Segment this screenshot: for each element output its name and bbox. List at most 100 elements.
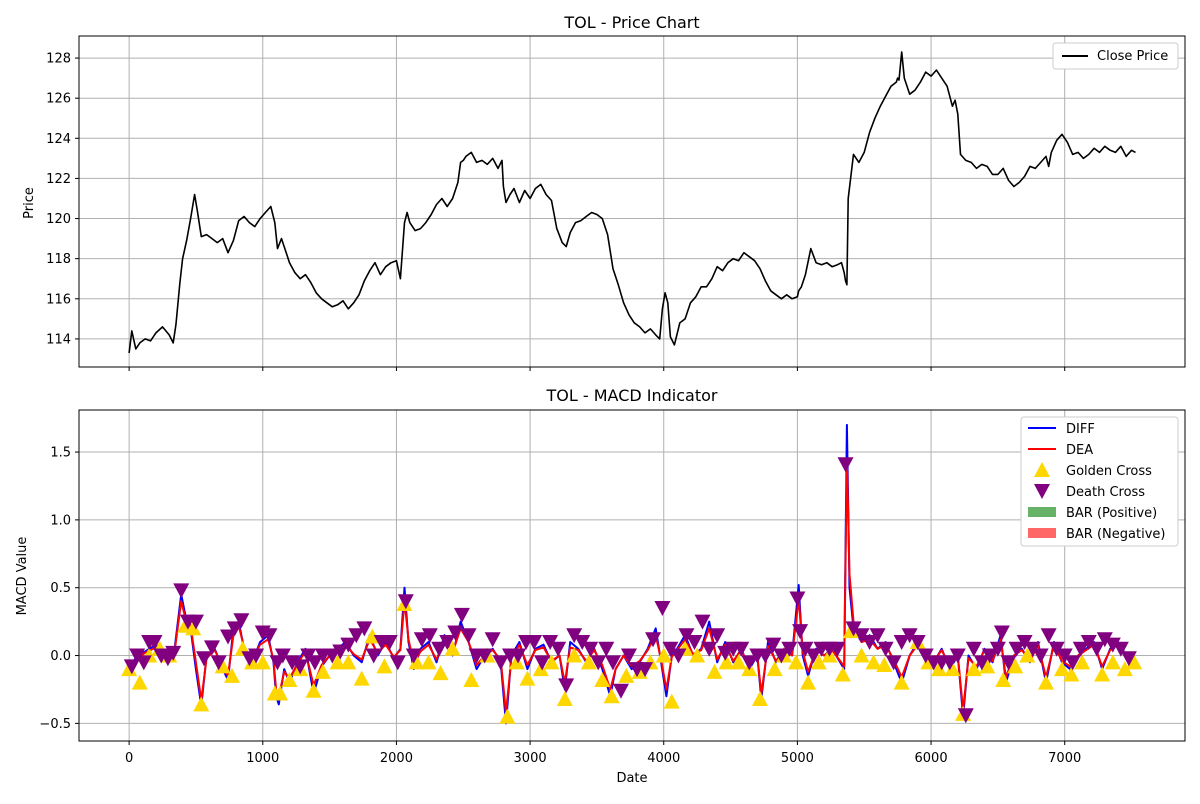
golden-cross-marker: [1104, 654, 1121, 670]
macd-yticks: −0.5 0.0 0.5 1.0 1.5: [39, 446, 79, 732]
death-cross-marker: [274, 648, 291, 664]
price-chart: 114 116 118 120 122 124 126 128 TOL - Price Cha…: [22, 13, 1186, 371]
price-ytick-label: 128: [46, 52, 71, 67]
death-cross-marker: [566, 628, 583, 644]
price-ytick-label: 118: [46, 252, 71, 267]
golden-cross-marker: [281, 671, 298, 687]
death-cross-marker: [203, 640, 220, 656]
death-cross-marker: [678, 628, 695, 644]
golden-cross-marker: [751, 690, 768, 706]
golden-cross-marker: [432, 665, 449, 681]
death-cross-marker: [484, 632, 501, 648]
price-ytick-label: 124: [46, 132, 71, 147]
golden-cross-marker: [193, 696, 210, 712]
death-cross-marker: [861, 634, 878, 650]
golden-cross-marker: [834, 666, 851, 682]
golden-cross-marker: [314, 663, 331, 679]
death-cross-marker: [993, 625, 1010, 641]
macd-x-axis-label: Date: [616, 771, 647, 786]
golden-cross-marker: [1063, 666, 1080, 682]
death-cross-marker: [356, 621, 373, 637]
death-cross-marker: [612, 683, 629, 699]
death-cross-marker: [845, 621, 862, 637]
golden-cross-marker: [730, 654, 747, 670]
death-cross-marker: [909, 634, 926, 650]
death-cross-marker: [957, 708, 974, 724]
legend-diff-label: DIFF: [1066, 422, 1095, 437]
death-cross-marker: [413, 632, 430, 648]
death-cross-marker: [893, 634, 910, 650]
death-cross-marker: [637, 662, 654, 678]
death-cross-marker: [701, 641, 718, 657]
death-cross-marker: [989, 641, 1006, 657]
legend-bar-negative-swatch: [1028, 528, 1056, 538]
golden-cross-marker: [1054, 661, 1071, 677]
golden-cross-marker: [353, 670, 370, 686]
price-plot-frame: [78, 35, 1186, 368]
price-ytick-label: 114: [46, 332, 71, 347]
golden-cross-marker: [689, 647, 706, 663]
macd-xtick-label: 7000: [1048, 751, 1081, 766]
death-cross-marker: [877, 641, 894, 657]
macd-ytick-label: −0.5: [39, 717, 71, 732]
death-cross-marker: [781, 641, 798, 657]
price-legend: Close Price: [1052, 42, 1179, 70]
golden-cross-marker: [594, 671, 611, 687]
death-cross-marker: [248, 648, 265, 664]
golden-cross-marker: [508, 654, 525, 670]
death-cross-marker: [534, 655, 551, 671]
death-cross-marker: [1104, 637, 1121, 653]
golden-cross-marker: [254, 654, 271, 670]
macd-legend-box: [1020, 416, 1179, 547]
death-cross-marker: [590, 655, 607, 671]
death-cross-marker: [829, 641, 846, 657]
macd-marker-layer: [121, 457, 1143, 724]
death-cross-marker: [173, 583, 190, 599]
death-cross-marker: [773, 648, 790, 664]
death-cross-marker: [1024, 641, 1041, 657]
price-chart-title: TOL - Price Chart: [563, 13, 699, 32]
death-cross-marker: [1000, 655, 1017, 671]
price-ytick-label: 120: [46, 212, 71, 227]
golden-cross-marker: [499, 708, 516, 724]
price-ytick-label: 126: [46, 92, 71, 107]
macd-ytick-label: 0.0: [50, 649, 71, 664]
death-cross-marker: [233, 613, 250, 629]
golden-cross-marker: [1019, 647, 1036, 663]
death-cross-marker: [397, 594, 414, 610]
death-cross-marker: [389, 655, 406, 671]
death-cross-marker: [709, 628, 726, 644]
golden-cross-marker: [663, 693, 680, 709]
golden-cross-marker: [1116, 661, 1133, 677]
golden-cross-marker: [995, 671, 1012, 687]
death-cross-marker: [558, 678, 575, 694]
death-cross-marker: [292, 659, 309, 675]
death-cross-marker: [550, 641, 567, 657]
death-cross-marker: [210, 655, 227, 671]
death-cross-marker: [1096, 632, 1113, 648]
golden-cross-marker: [979, 658, 996, 674]
death-cross-marker: [765, 637, 782, 653]
golden-cross-marker: [788, 654, 805, 670]
death-cross-marker: [460, 628, 477, 644]
death-cross-marker: [1112, 641, 1129, 657]
death-cross-marker: [324, 648, 341, 664]
death-cross-marker: [1008, 641, 1025, 657]
price-legend-label: Close Price: [1097, 49, 1168, 64]
golden-cross-marker: [1074, 654, 1091, 670]
death-cross-marker: [348, 628, 365, 644]
golden-cross-marker: [580, 654, 597, 670]
death-cross-marker: [1064, 655, 1081, 671]
macd-y-axis-label: MACD Value: [15, 537, 30, 616]
macd-plot-frame: [78, 409, 1186, 742]
death-cross-marker: [542, 634, 559, 650]
death-cross-marker: [645, 632, 662, 648]
death-cross-marker: [885, 655, 902, 671]
golden-cross-marker: [618, 667, 635, 683]
legend-bar-positive-swatch: [1028, 507, 1056, 517]
golden-cross-marker: [185, 620, 202, 636]
golden-cross-marker: [853, 647, 870, 663]
death-cross-marker: [526, 634, 543, 650]
golden-cross-marker: [556, 690, 573, 706]
